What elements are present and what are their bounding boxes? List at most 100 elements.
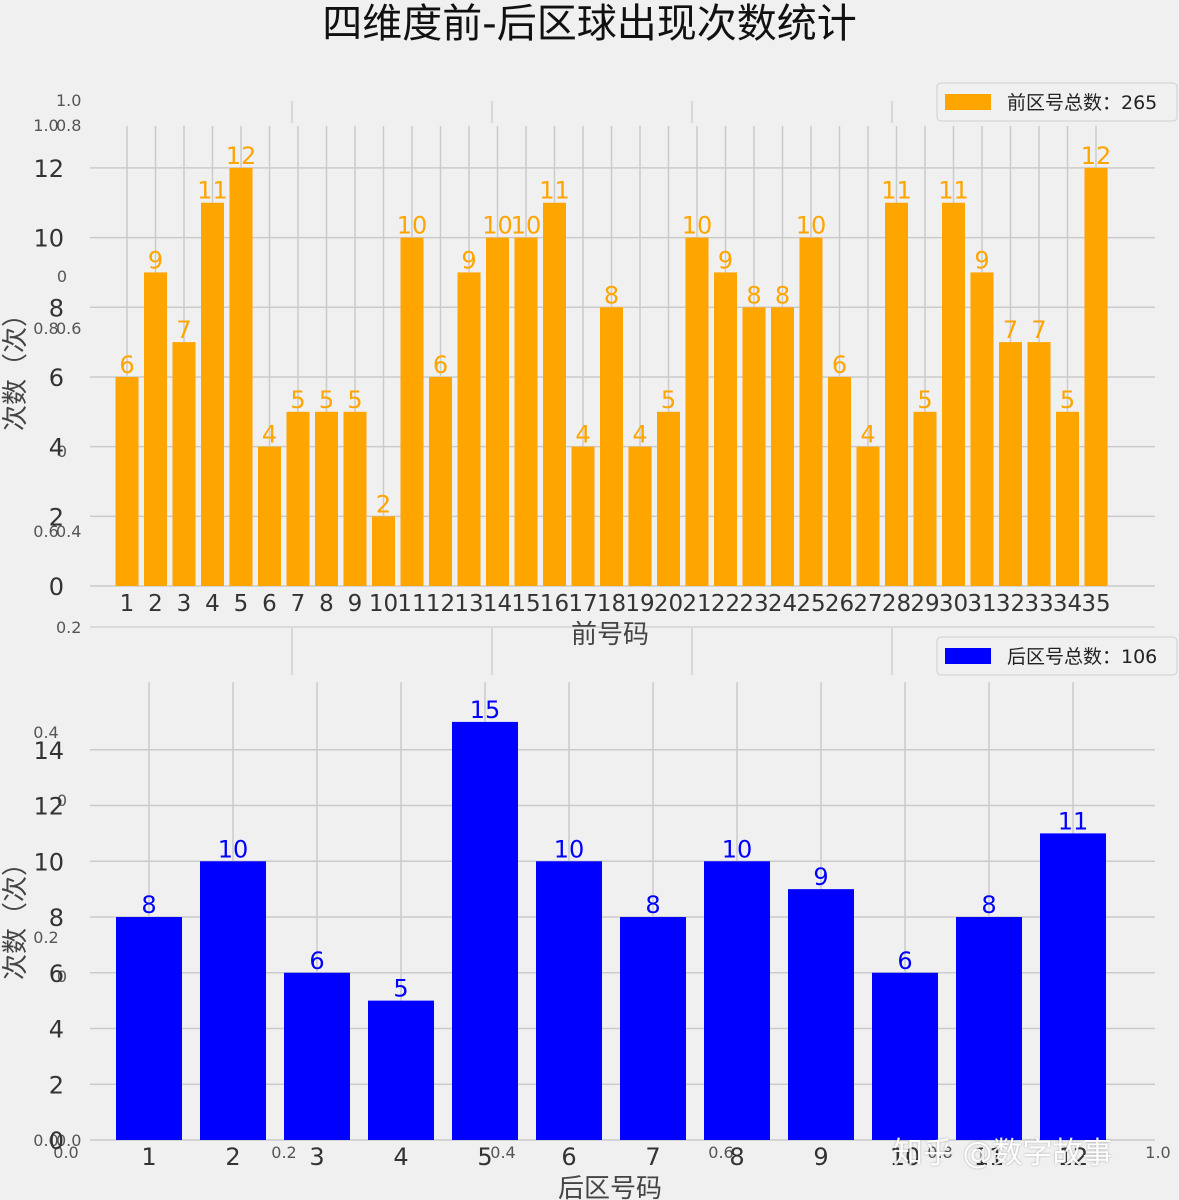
- bar-value-label: 9: [813, 863, 828, 891]
- bar: [229, 167, 253, 586]
- bar-value-label: 15: [470, 696, 501, 724]
- x-tick-label: 11: [974, 1143, 1005, 1171]
- bar-value-label: 11: [197, 177, 228, 205]
- legend-swatch: [945, 94, 991, 110]
- bar-value-label: 11: [539, 177, 570, 205]
- bar-value-label: 7: [1031, 316, 1046, 344]
- x-tick-label: 10: [890, 1143, 921, 1171]
- bar: [600, 307, 623, 586]
- bar: [372, 516, 395, 586]
- bar: [543, 202, 566, 586]
- bar: [742, 307, 766, 586]
- bar: [172, 342, 196, 586]
- bar-value-label: 5: [290, 386, 305, 414]
- ghost-x-label: 0.4: [490, 1143, 515, 1162]
- ghost-y-label: 0.0: [56, 1131, 81, 1150]
- bar-value-label: 8: [981, 891, 996, 919]
- bar-value-label: 9: [148, 246, 163, 274]
- bar: [620, 917, 686, 1140]
- y-tick-label: 8: [49, 904, 64, 932]
- x-tick-label: 35: [1081, 591, 1110, 617]
- bar: [315, 411, 338, 586]
- bar-value-label: 11: [881, 177, 912, 205]
- legend-box: [936, 82, 1178, 122]
- bar-value-label: 7: [176, 316, 191, 344]
- x-tick-label: 5: [477, 1143, 492, 1171]
- bar-value-label: 5: [393, 975, 408, 1003]
- x-tick-label: 24: [768, 591, 797, 617]
- bar-value-label: 7: [1003, 316, 1018, 344]
- bar-value-label: 11: [938, 177, 969, 205]
- x-axis-label: 后区号码: [558, 1174, 662, 1200]
- ghost-inner-label: 0.4: [33, 723, 58, 742]
- bar: [828, 376, 851, 586]
- x-tick-label: 29: [910, 591, 939, 617]
- bar-value-label: 10: [796, 212, 827, 240]
- bar-value-label: 6: [309, 947, 324, 975]
- x-tick-label: 16: [540, 591, 569, 617]
- x-tick-label: 13: [454, 591, 483, 617]
- ghost-y-label: 1.0: [56, 91, 81, 110]
- bar: [286, 411, 310, 586]
- ghost-inner-label: 0: [57, 442, 67, 461]
- x-tick-label: 8: [319, 591, 334, 617]
- x-tick-label: 8: [729, 1143, 744, 1171]
- bar: [856, 446, 880, 586]
- ghost-inner-label: 0: [57, 967, 67, 986]
- legend-swatch: [945, 648, 991, 664]
- bar: [1027, 342, 1051, 586]
- legend-box: [936, 636, 1178, 676]
- y-tick-label: 0: [49, 1127, 64, 1155]
- bar: [628, 446, 652, 586]
- y-tick-label: 2: [49, 1071, 64, 1099]
- bar-value-label: 6: [433, 351, 448, 379]
- bar: [486, 237, 509, 587]
- ghost-x-label: 0.0: [53, 1143, 78, 1162]
- x-tick-label: 4: [393, 1143, 408, 1171]
- bar-value-label: 10: [397, 212, 428, 240]
- x-tick-label: 25: [796, 591, 825, 617]
- x-tick-label: 3: [177, 591, 192, 617]
- bar-value-label: 8: [775, 281, 790, 309]
- ghost-x-label: 0.6: [708, 1143, 733, 1162]
- bar: [457, 272, 481, 586]
- x-tick-label: 18: [597, 591, 626, 617]
- y-tick-label: 4: [49, 434, 64, 462]
- ghost-x-label: 0.2: [271, 1143, 296, 1162]
- bar-value-label: 6: [897, 947, 912, 975]
- bar: [872, 972, 938, 1140]
- bar: [885, 202, 908, 586]
- bar-value-label: 10: [682, 212, 713, 240]
- bar: [1040, 833, 1106, 1140]
- ghost-inner-label: 0.6: [33, 522, 58, 541]
- y-tick-label: 12: [33, 155, 64, 183]
- bar: [258, 446, 281, 586]
- x-tick-label: 12: [426, 591, 455, 617]
- bar: [368, 1000, 434, 1140]
- bar-value-label: 10: [554, 835, 585, 863]
- x-tick-label: 11: [397, 591, 426, 617]
- bar: [685, 237, 709, 587]
- bar-value-label: 12: [1081, 142, 1112, 170]
- bar: [788, 889, 854, 1140]
- bar: [201, 202, 224, 586]
- bar: [514, 237, 538, 587]
- ghost-x-label: 1.0: [1145, 1143, 1170, 1162]
- ghost-inner-label: 0.2: [33, 928, 58, 947]
- x-tick-label: 1: [141, 1143, 156, 1171]
- x-tick-label: 20: [654, 591, 683, 617]
- bar: [571, 446, 595, 586]
- bar: [115, 376, 139, 586]
- x-tick-label: 23: [739, 591, 768, 617]
- x-tick-label: 26: [825, 591, 854, 617]
- bar: [536, 861, 602, 1140]
- bar-value-label: 8: [604, 281, 619, 309]
- x-tick-label: 34: [1053, 591, 1082, 617]
- x-tick-label: 22: [711, 591, 740, 617]
- x-tick-label: 32: [996, 591, 1025, 617]
- ghost-inner-label: 0: [57, 267, 67, 286]
- ghost-y-label: 0.4: [56, 522, 81, 541]
- bar-value-label: 11: [1058, 807, 1089, 835]
- bar: [913, 411, 937, 586]
- y-tick-label: 12: [33, 793, 64, 821]
